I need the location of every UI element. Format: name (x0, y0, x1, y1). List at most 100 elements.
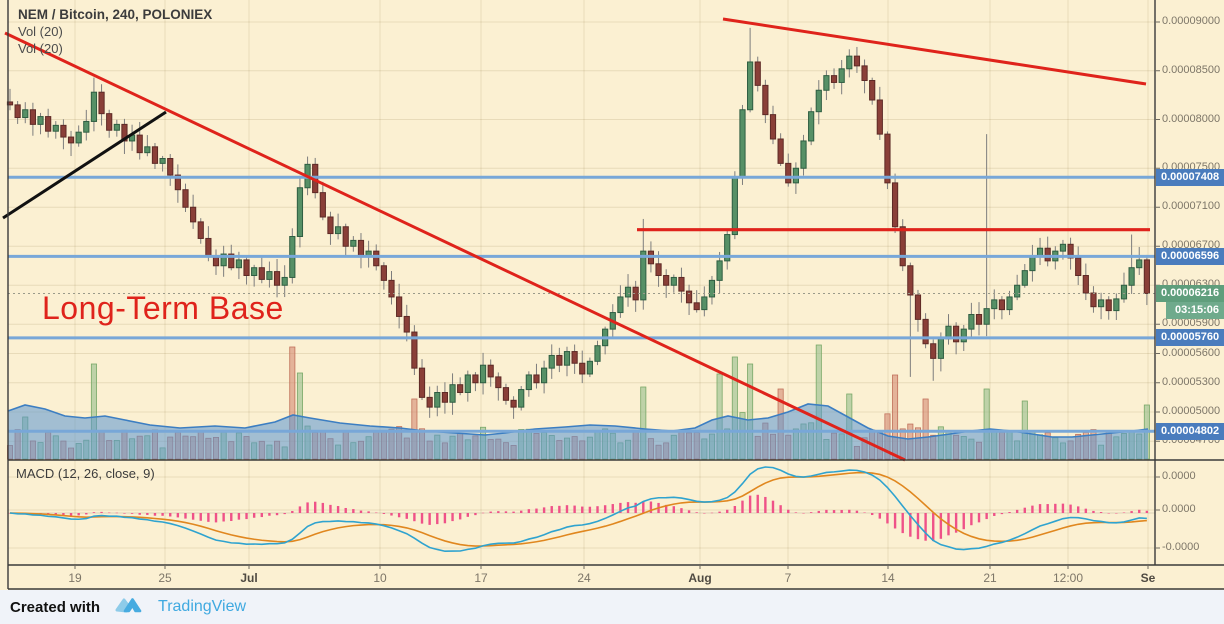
macd-histogram-bar (649, 501, 653, 513)
macd-histogram-bar (1069, 504, 1072, 513)
macd-histogram-bar (718, 511, 721, 513)
candle-body (975, 314, 983, 325)
macd-histogram-bar (504, 511, 508, 513)
macd-histogram-bar (161, 513, 164, 516)
macd-histogram-bar (863, 512, 866, 514)
macd-line (9, 466, 1147, 553)
candle-body (769, 114, 777, 140)
macd-histogram-bar (436, 513, 439, 525)
candle-body (350, 239, 357, 247)
candle-body (67, 136, 75, 144)
red-trendline[interactable] (722, 17, 1147, 86)
macd-histogram-bar (1107, 513, 1110, 514)
macd-histogram-bar (695, 512, 698, 513)
tradingview-brand-link[interactable]: TradingView (158, 598, 247, 615)
macd-histogram-bar (92, 512, 96, 513)
candle-body (785, 162, 792, 184)
candle-body (1075, 257, 1082, 277)
chart-canvas[interactable] (0, 0, 1224, 590)
macd-histogram-bar (191, 513, 195, 520)
time-tick-label: Se (1140, 571, 1156, 585)
candle-body (479, 364, 487, 384)
tradingview-logo-icon (114, 595, 148, 620)
horizontal-levels[interactable] (8, 175, 1155, 433)
candle-body (1143, 259, 1150, 294)
candle-body (884, 133, 891, 184)
candle-body (90, 91, 98, 122)
black-trendline[interactable] (2, 110, 167, 220)
candle-body (441, 392, 449, 403)
candle-body (281, 276, 288, 286)
macd-histogram-bar (893, 513, 897, 529)
price-tick-label: 0.00005900 (1162, 317, 1221, 330)
macd-histogram-bar (771, 500, 775, 513)
footer: Created with TradingView (10, 596, 246, 618)
macd-histogram-bar (1115, 513, 1118, 514)
candle-body (579, 362, 586, 375)
macd-histogram-bar (535, 508, 538, 513)
candle-body (701, 296, 708, 311)
macd-histogram-bar (268, 513, 271, 516)
candle-body (14, 104, 21, 119)
macd-histogram-bar (153, 513, 157, 516)
macd-histogram-bar (1145, 510, 1149, 513)
candle-body (830, 75, 838, 83)
candle-body (418, 367, 426, 398)
candle-body (60, 124, 67, 138)
macd-tick-label: -0.0000 (1162, 541, 1200, 553)
candle-body (716, 260, 723, 281)
candle-body (1029, 255, 1036, 272)
candle-body (1044, 247, 1051, 262)
macd-histogram-bar (588, 506, 592, 513)
price-tick-label: 0.00005300 (1162, 375, 1221, 388)
macd-histogram-bar (664, 504, 668, 513)
red-trendline[interactable] (4, 31, 906, 462)
trend-drawings[interactable] (2, 17, 1150, 462)
candle-body (52, 124, 59, 132)
macd-histogram-bar (100, 511, 103, 513)
macd-histogram-bar (710, 512, 714, 514)
candle-body (655, 263, 662, 276)
candle-body (151, 146, 159, 164)
time-tick-label: 25 (158, 571, 172, 585)
candle-body (678, 276, 685, 292)
candle-body (518, 389, 525, 408)
macd-histogram-bar (985, 513, 988, 520)
symbol-title: NEM / Bitcoin, 240, POLONIEX (18, 7, 213, 22)
macd-histogram-bar (184, 513, 187, 519)
macd-histogram-bar (458, 513, 462, 520)
legend: NEM / Bitcoin, 240, POLONIEX Vol (20) Vo… (18, 6, 212, 57)
candle-body (853, 55, 861, 67)
long-term-base-annotation[interactable]: Long-Term Base (42, 290, 284, 326)
macd-histogram-bar (138, 513, 141, 515)
candle-body (571, 351, 578, 364)
candle-body (121, 123, 128, 142)
candle-body (724, 234, 731, 262)
macd-tick-label: 0.0000 (1162, 503, 1196, 515)
candle-body (800, 140, 807, 169)
macd-histogram-bar (542, 507, 546, 513)
candle-body (556, 354, 563, 366)
candle-body (823, 75, 830, 91)
time-tick-label: 7 (784, 571, 792, 585)
macd-histogram-bar (176, 513, 180, 518)
macd-histogram-bar (741, 500, 744, 513)
candle-body (266, 271, 273, 280)
macd-histogram-bar (1008, 512, 1011, 513)
macd-histogram-bar (321, 502, 325, 513)
candle-body (953, 325, 960, 343)
macd-histogram-bar (481, 512, 485, 514)
macd-histogram-bar (634, 502, 637, 513)
macd-histogram-bar (306, 502, 309, 513)
candle-body (159, 158, 166, 164)
macd-histogram-bar (214, 513, 218, 523)
chart-area[interactable]: NEM / Bitcoin, 240, POLONIEX Vol (20) Vo… (0, 0, 1224, 590)
macd-histogram-bar (825, 509, 828, 513)
macd-histogram-bar (146, 513, 149, 515)
candle-body (960, 328, 967, 343)
macd-histogram-bar (115, 512, 119, 514)
macd-histogram-bar (237, 513, 241, 520)
price-tick-label: 0.00007100 (1162, 200, 1221, 213)
macd-histogram-bar (1122, 512, 1126, 514)
